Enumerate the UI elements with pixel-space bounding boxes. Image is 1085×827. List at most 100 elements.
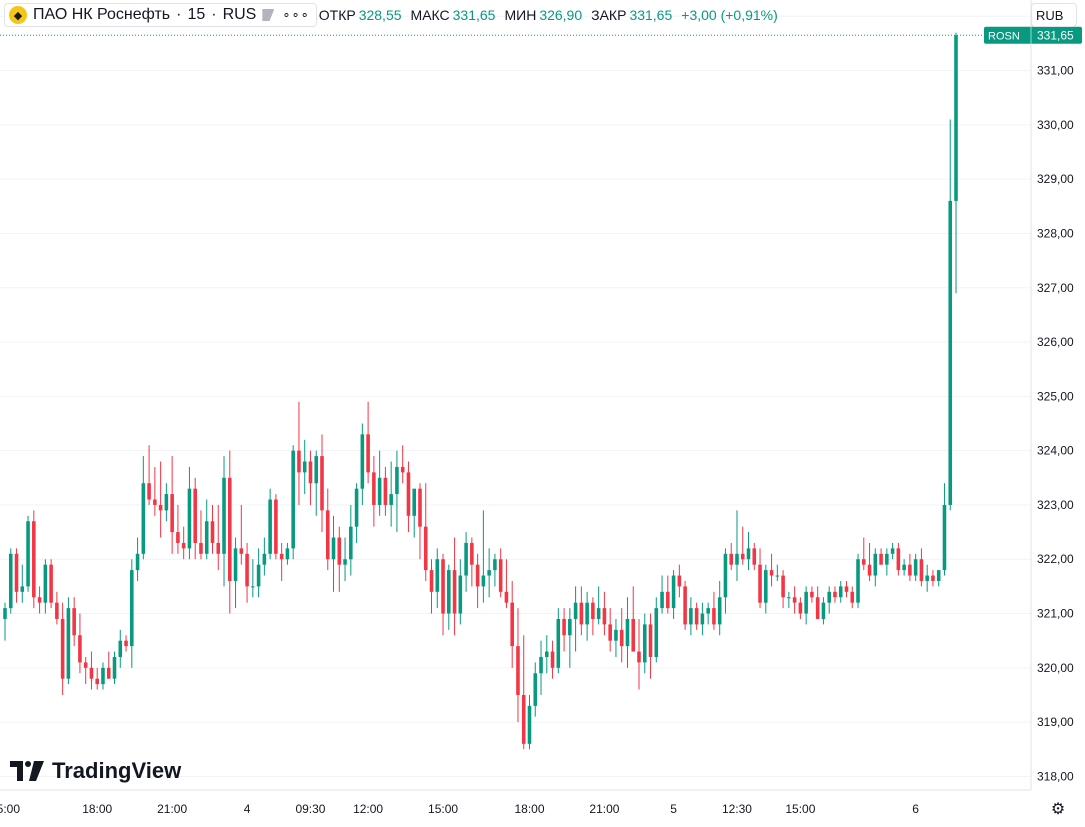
candle bbox=[158, 461, 163, 538]
last-price-tag: ROSN 331,65 bbox=[984, 26, 1082, 44]
separator: · bbox=[211, 6, 217, 23]
high-value: 331,65 bbox=[452, 7, 496, 23]
symbol-info[interactable]: ◆ ПАО НК Роснефть · 15 · RUS ∘∘∘ bbox=[4, 3, 317, 27]
candle bbox=[810, 586, 814, 603]
candle bbox=[383, 466, 388, 516]
y-tick-label: 325,00 bbox=[1037, 389, 1074, 403]
candle-body bbox=[666, 591, 670, 609]
candle bbox=[746, 532, 751, 571]
candle bbox=[470, 537, 474, 587]
flag-icon[interactable] bbox=[262, 9, 275, 21]
grid-lines bbox=[0, 15, 1031, 777]
candle-body bbox=[833, 591, 837, 598]
settings-gear-icon[interactable]: ⚙ bbox=[1050, 801, 1066, 818]
candle bbox=[487, 548, 491, 598]
candle-body bbox=[562, 618, 566, 636]
candle bbox=[204, 499, 209, 560]
candle-body bbox=[377, 477, 382, 505]
candle-body bbox=[712, 608, 716, 625]
candle bbox=[349, 504, 353, 576]
candle bbox=[268, 488, 272, 560]
candle-body bbox=[60, 618, 65, 679]
candle bbox=[274, 494, 278, 560]
candle-body bbox=[435, 559, 440, 592]
candle bbox=[856, 553, 860, 609]
candle bbox=[141, 456, 146, 560]
candle bbox=[412, 488, 417, 538]
candle-body bbox=[521, 694, 526, 744]
candle-body bbox=[170, 494, 174, 533]
candle-body bbox=[625, 618, 630, 647]
candle bbox=[164, 483, 169, 522]
candle bbox=[712, 591, 716, 630]
symbol-name: ПАО НК Роснефть bbox=[33, 6, 171, 23]
candle bbox=[106, 651, 111, 679]
more-options-icon[interactable]: ∘∘∘ bbox=[282, 7, 310, 22]
candle bbox=[827, 586, 831, 614]
candle bbox=[331, 515, 336, 592]
candle-body bbox=[89, 667, 94, 679]
candle bbox=[913, 553, 918, 581]
candle bbox=[954, 32, 958, 294]
candle bbox=[614, 618, 618, 657]
candle-body bbox=[354, 488, 359, 527]
candle bbox=[95, 667, 100, 690]
candle bbox=[199, 510, 203, 560]
candle bbox=[320, 434, 324, 533]
price-tag-box bbox=[984, 26, 1082, 44]
candle-body bbox=[510, 602, 514, 647]
candle bbox=[792, 586, 797, 614]
price-scale[interactable]: 332,00331,00330,00329,00328,00327,00326,… bbox=[1037, 9, 1074, 783]
candle-body bbox=[591, 602, 595, 619]
candle bbox=[354, 483, 359, 543]
candle-body bbox=[948, 200, 953, 505]
candle bbox=[879, 548, 883, 565]
candle-body bbox=[447, 570, 451, 614]
candle bbox=[26, 515, 30, 592]
candle bbox=[660, 575, 664, 614]
candle-body bbox=[838, 586, 843, 598]
candle bbox=[176, 504, 180, 554]
candle bbox=[216, 504, 221, 571]
candle-body bbox=[400, 466, 405, 473]
candle-body bbox=[850, 591, 855, 603]
candle bbox=[867, 542, 872, 581]
time-scale[interactable]: 15:00 18:00 21:00 4 09:30 12:00 15:00 18:00 21:0… bbox=[0, 802, 919, 816]
candle-body bbox=[608, 624, 612, 641]
currency-button[interactable]: RUB bbox=[1031, 3, 1077, 27]
candle-body bbox=[498, 559, 503, 592]
candle bbox=[55, 591, 59, 625]
candle-body bbox=[481, 575, 486, 587]
candle bbox=[181, 526, 186, 560]
candle-body bbox=[26, 521, 30, 587]
candle-body bbox=[274, 499, 278, 554]
candle-body bbox=[32, 521, 36, 598]
candle-body bbox=[804, 591, 808, 614]
candle-body bbox=[262, 553, 267, 565]
x-tick-label: 12:00 bbox=[353, 802, 383, 816]
candle-body bbox=[66, 608, 71, 679]
candle-body bbox=[193, 488, 197, 543]
candle bbox=[723, 548, 728, 614]
candle-body bbox=[735, 553, 739, 565]
candle-body bbox=[925, 575, 929, 581]
y-tick-label: 324,00 bbox=[1037, 444, 1074, 458]
tradingview-logo[interactable]: TradingView bbox=[10, 758, 181, 784]
candle-body bbox=[585, 602, 589, 625]
candle bbox=[516, 608, 520, 723]
candle bbox=[527, 694, 532, 750]
candle-body bbox=[199, 542, 203, 554]
candle bbox=[902, 559, 906, 576]
candle-body bbox=[245, 553, 249, 587]
candle-body bbox=[527, 705, 532, 744]
candle bbox=[389, 461, 393, 527]
candle-body bbox=[764, 570, 768, 603]
candle bbox=[764, 564, 768, 614]
candle bbox=[227, 450, 232, 614]
candle bbox=[124, 635, 128, 652]
candle-body bbox=[954, 35, 958, 201]
candle-body bbox=[475, 564, 480, 587]
candle bbox=[147, 445, 151, 505]
candle-body bbox=[389, 494, 393, 505]
